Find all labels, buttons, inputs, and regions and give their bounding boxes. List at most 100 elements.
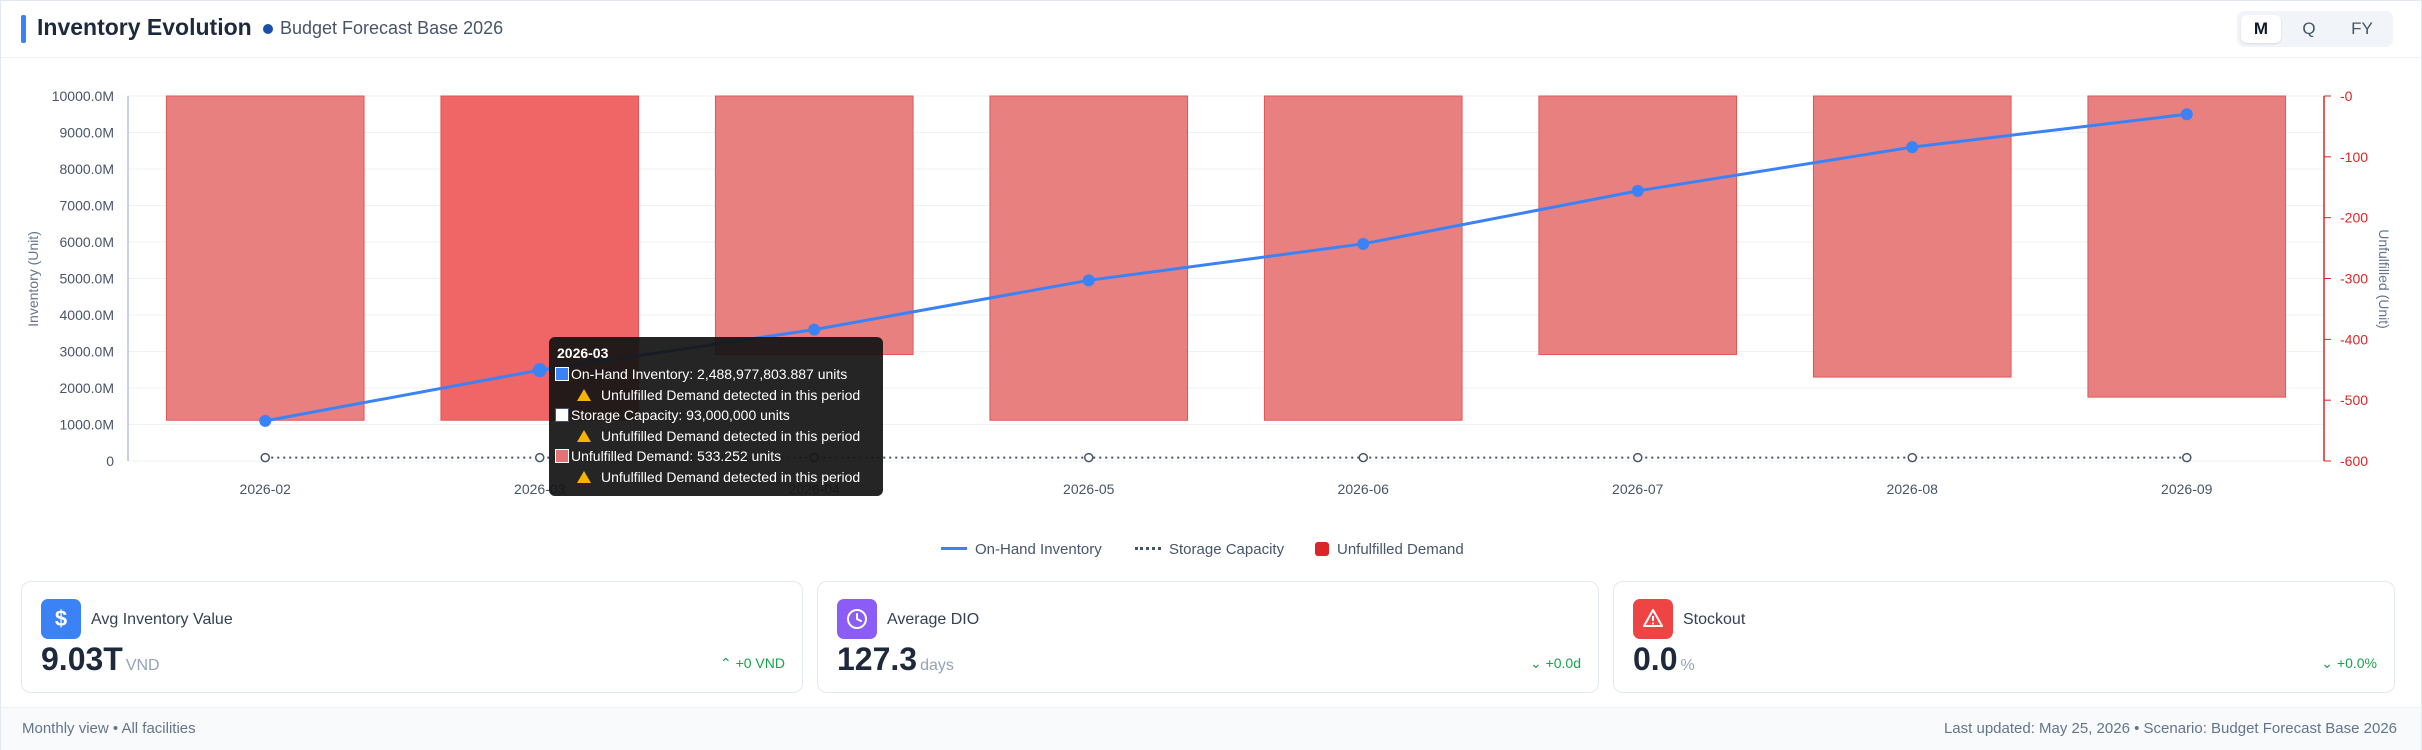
on-hand-inventory-point: [1906, 141, 1919, 154]
legend-item-unfulfilled[interactable]: Unfulfilled Demand: [1315, 541, 1464, 558]
on-hand-inventory-point: [2180, 108, 2193, 121]
legend-label-storage: Storage Capacity: [1169, 541, 1285, 558]
y-left-axis-title: Inventory (Unit): [25, 231, 41, 327]
tooltip-unfulfilled-text: Unfulfilled Demand: 533.252 units: [571, 448, 782, 464]
y-left-tick-label: 3000.0M: [60, 344, 114, 360]
legend-item-storage[interactable]: Storage Capacity: [1135, 541, 1284, 558]
period-button-month[interactable]: M: [2241, 15, 2281, 43]
inventory-chart[interactable]: 0 1000.0M 2000.0M 3000.0M 4000.0M 5000.0M 6000…: [1, 57, 2421, 527]
y-left-tick-label: 9000.0M: [60, 125, 114, 141]
tooltip-storage-text: Storage Capacity: 93,000,000 units: [571, 407, 790, 423]
y-left-tick-label: 10000.0M: [52, 88, 114, 104]
y-right-tick-label: -200: [2340, 210, 2368, 226]
kpi-value-number: 127.3: [837, 641, 918, 677]
tooltip-warning-unfulfilled: Unfulfilled Demand detected in this peri…: [577, 469, 860, 485]
kpi-value: 127.3 days: [837, 641, 954, 678]
tooltip-row-on-hand: On-Hand Inventory: 2,488,977,803.887 uni…: [555, 366, 847, 382]
kpi-unit: days: [920, 657, 954, 674]
x-tick-label: 2026-08: [1887, 481, 1939, 497]
dollar-icon: $: [41, 599, 81, 639]
dotted-line-legend-icon: [1135, 547, 1161, 550]
y-left-tick-label: 8000.0M: [60, 161, 114, 177]
storage-capacity-point: [535, 452, 545, 463]
storage-capacity-point: [1633, 452, 1643, 463]
period-button-fiscal-year[interactable]: FY: [2351, 19, 2373, 38]
unfulfilled-demand-bar: [165, 95, 365, 421]
tooltip-warning-text: Unfulfilled Demand detected in this peri…: [601, 469, 861, 485]
kpi-label: Average DIO: [887, 611, 980, 628]
warning-icon: [577, 389, 591, 401]
on-hand-inventory-point: [1631, 184, 1644, 197]
storage-capacity-point: [1084, 452, 1094, 463]
kpi-card-stockout: Stockout 0.0% ⌄ +0.0%: [1613, 581, 2395, 693]
tooltip-warning-text: Unfulfilled Demand detected in this peri…: [601, 428, 861, 444]
kpi-unit: %: [1680, 657, 1695, 674]
legend-label-on-hand: On-Hand Inventory: [975, 541, 1102, 558]
x-tick-label: 2026-02: [240, 481, 292, 497]
chevron-down-icon: ⌄: [2321, 655, 2334, 671]
unfulfilled-demand-bar: [2087, 95, 2287, 398]
clock-icon: [837, 599, 877, 639]
period-toggle: M Q FY: [2237, 11, 2393, 47]
tooltip-swatch-storage: [555, 408, 569, 422]
kpi-value-number: 9.03T: [41, 641, 123, 677]
kpi-unit: VND: [125, 657, 160, 674]
unfulfilled-demand-bar: [1538, 95, 1738, 356]
kpi-delta: ⌄ +0.0d: [1530, 655, 1581, 672]
storage-capacity-point: [1907, 452, 1917, 463]
y-left-tick-label: 4000.0M: [60, 307, 114, 323]
title-accent-bar: [21, 15, 26, 43]
y-right-tick-label: -500: [2340, 392, 2368, 408]
y-left-tick-label: 2000.0M: [60, 380, 114, 396]
kpi-value: 0.0%: [1633, 641, 1695, 678]
panel-title: Inventory Evolution: [37, 14, 252, 40]
on-hand-inventory-point: [532, 363, 547, 378]
clock-icon-graphic: [847, 609, 867, 629]
on-hand-inventory-point: [808, 323, 821, 336]
panel-footer: Monthly view • All facilities Last updat…: [1, 707, 2421, 750]
kpi-delta-text: +0.0d: [1545, 655, 1581, 671]
x-tick-label: 2026-09: [2161, 481, 2213, 497]
square-legend-icon: [1315, 542, 1329, 556]
chevron-down-icon: ⌄: [1529, 655, 1542, 671]
line-legend-icon: [941, 547, 967, 550]
y-right-tick-label: -100: [2340, 149, 2368, 165]
kpi-delta: ⌄ +0.0%: [2321, 655, 2377, 672]
y-left-tick-label: 1000.0M: [60, 417, 114, 433]
storage-capacity-point: [2182, 452, 2192, 463]
on-hand-inventory-point: [1082, 274, 1095, 287]
y-right-tick-label: -600: [2340, 453, 2368, 469]
kpi-card-avg-inventory-value: $ Avg Inventory Value 9.03T VND ⌃ +0 VND: [21, 581, 803, 693]
y-left-tick-label: 7000.0M: [60, 198, 114, 214]
warning-icon: [577, 430, 591, 442]
unfulfilled-demand-bar: [1263, 95, 1463, 421]
tooltip-warning-on-hand: Unfulfilled Demand detected in this peri…: [577, 387, 860, 403]
legend-item-on-hand[interactable]: On-Hand Inventory: [941, 541, 1102, 558]
footer-view-info: Monthly view • All facilities: [22, 720, 196, 737]
y-right-tick-label: -300: [2340, 271, 2368, 287]
warning-icon-graphic: [1643, 609, 1663, 627]
kpi-delta-text: +0.0%: [2336, 655, 2377, 671]
unfulfilled-demand-bar: [989, 95, 1189, 421]
kpi-card-average-dio: Average DIO 127.3 days ⌄ +0.0d: [817, 581, 1599, 693]
y-right-tick-label: -400: [2340, 331, 2368, 347]
tooltip-title: 2026-03: [557, 345, 609, 361]
y-right-axis-title: Unfulfilled (Unit): [2376, 229, 2392, 329]
kpi-label: Avg Inventory Value: [91, 611, 233, 628]
y-right-tick-label: -0: [2340, 88, 2353, 104]
x-tick-label: 2026-05: [1063, 481, 1115, 497]
tooltip-swatch-on-hand: [555, 367, 569, 381]
period-button-quarter[interactable]: Q: [2302, 19, 2316, 38]
tooltip-swatch-unfulfilled: [555, 449, 569, 463]
tooltip-warning-storage: Unfulfilled Demand detected in this peri…: [577, 428, 860, 444]
chart-tooltip: 2026-03 On-Hand Inventory: 2,488,977,803…: [549, 337, 883, 496]
warning-icon: [1633, 599, 1673, 639]
kpi-delta-text: +0 VND: [735, 655, 785, 671]
on-hand-inventory-point: [1357, 237, 1370, 250]
kpi-label: Stockout: [1683, 611, 1746, 628]
x-tick-label: 2026-07: [1612, 481, 1664, 497]
kpi-value: 9.03T VND: [41, 641, 160, 678]
warning-icon: [577, 471, 591, 483]
y-left-tick-label: 5000.0M: [60, 271, 114, 287]
